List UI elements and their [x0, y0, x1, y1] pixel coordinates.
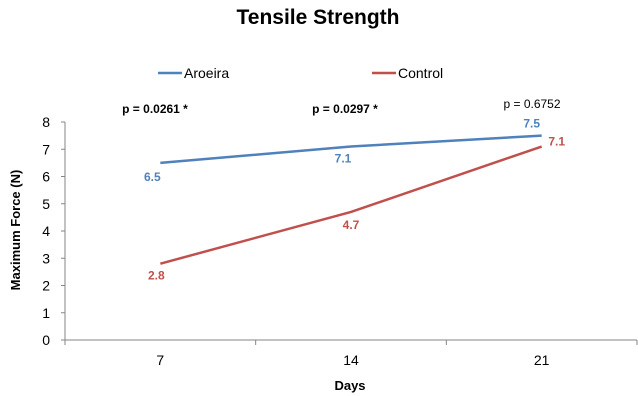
data-label: 7.1 [335, 152, 352, 166]
x-tick-label: 14 [343, 352, 359, 368]
series-line-aroeira [160, 134, 542, 165]
legend: Aroeira Control [158, 65, 443, 81]
chart-title: Tensile Strength [237, 6, 400, 29]
p-value-day-21: p = 0.6752 [503, 97, 560, 111]
p-value-day-14: p = 0.0297 * [312, 102, 378, 116]
y-axis-title: Maximum Force (N) [8, 170, 23, 291]
y-tick-label: 6 [42, 169, 50, 185]
legend-label-aroeira: Aroeira [184, 65, 229, 81]
data-label: 7.1 [548, 135, 565, 149]
legend-label-control: Control [398, 65, 443, 81]
data-label: 7.5 [523, 117, 540, 131]
y-tick-label: 8 [42, 114, 50, 130]
y-tick-label: 7 [42, 141, 50, 157]
y-tick-label: 1 [42, 305, 50, 321]
y-tick-label: 2 [42, 278, 50, 294]
y-tick-label: 3 [42, 250, 50, 266]
y-tick-label: 5 [42, 196, 50, 212]
y-tick-label: 0 [42, 332, 50, 348]
data-label: 2.8 [148, 269, 165, 283]
plot-area: 0 1 2 3 4 5 6 7 8 7 14 21 6.5 7.1 7.5 2.8 4.7 7.1 [42, 114, 638, 368]
p-value-day-7: p = 0.0261 * [122, 102, 188, 116]
x-tick-label: 7 [156, 352, 164, 368]
y-tick-label: 4 [42, 223, 50, 239]
x-tick-label: 21 [534, 352, 550, 368]
series-line-control [160, 145, 543, 265]
data-label: 4.7 [343, 218, 360, 232]
data-label: 6.5 [144, 170, 161, 184]
x-axis-title: Days [334, 378, 365, 393]
